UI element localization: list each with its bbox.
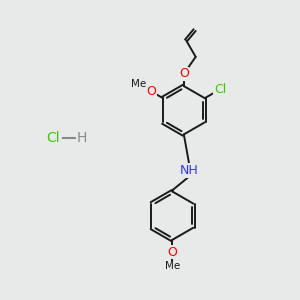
Text: Me: Me	[131, 79, 146, 89]
Text: Me: Me	[165, 261, 180, 271]
Text: NH: NH	[180, 164, 199, 177]
Text: O: O	[179, 67, 189, 80]
Text: H: H	[77, 131, 88, 145]
Text: Cl: Cl	[46, 131, 60, 145]
Text: O: O	[167, 246, 177, 259]
Text: O: O	[146, 85, 156, 98]
Text: Cl: Cl	[214, 83, 226, 96]
